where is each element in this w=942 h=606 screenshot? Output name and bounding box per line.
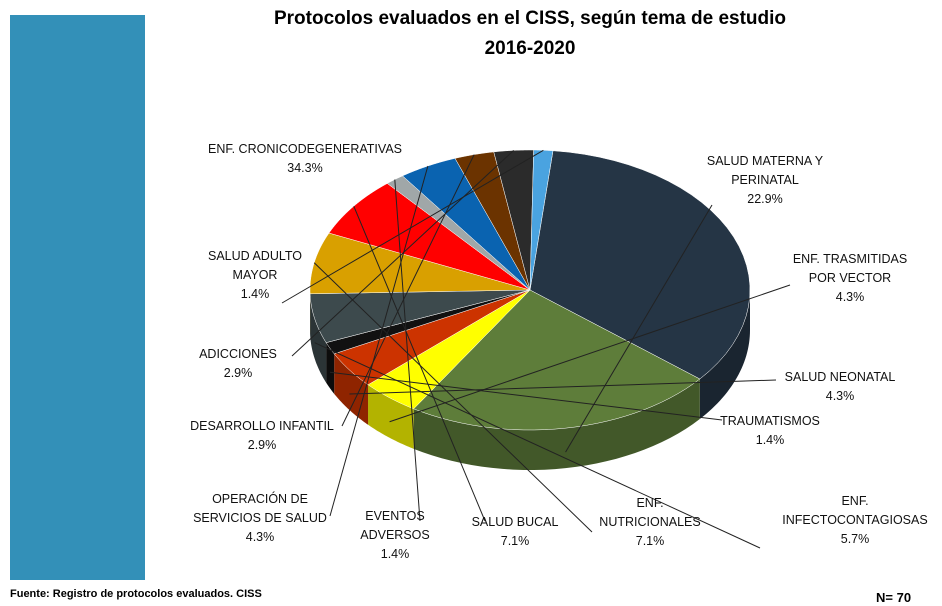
leader-line [394,179,421,522]
slice [402,158,531,291]
slice-side [413,379,700,470]
value-label: 22.9% [747,192,783,206]
value-label: 2.9% [223,366,253,380]
value-label: 1.4% [380,547,410,561]
leader-line [389,284,791,423]
value-label: 4.3% [825,389,855,403]
slice [386,175,531,291]
slice-label: ADICCIONES [199,347,277,361]
slice-label: EVENTOS ADVERSOS [360,509,430,542]
value-label: 1.4% [240,287,270,301]
slice-label: ENF. CRONICODEGENERATIVAS [207,142,402,156]
slice [367,289,531,410]
value-label: 4.3% [245,530,275,544]
slice [325,289,531,355]
value-label: 5.7% [840,532,870,546]
slice-label: ENF. TRASMITIDAS POR VECTOR [792,252,908,285]
slice [309,289,531,343]
value-label: 2.9% [247,438,277,452]
value-label: 34.3% [287,161,323,175]
source: Fuente: Registro de protocolos evaluados… [10,588,262,600]
leader-line [565,204,713,453]
leader-line [291,150,514,357]
slice [309,232,531,295]
slice-label: ENF. NUTRICIONALES [599,496,701,529]
slice-side [368,384,414,449]
slice-label: OPERACIÓN DE SERVICIOS DE SALUD [193,492,327,525]
leader-line [313,262,593,533]
chart-title: Protocolos evaluados en el CISS, según t… [273,8,787,29]
leader-line [281,149,544,304]
slice-side [699,290,750,420]
slice-label: ENF. INFECTOCONTAGIOSAS [782,494,928,527]
slice [413,289,701,431]
note: N= 70 [876,590,912,605]
chart-subtitle: 2016-2020 [484,38,576,59]
slice-label: SALUD BUCAL [471,515,559,529]
slice [333,289,531,386]
slice-label: SALUD MATERNA Y PERINATAL [706,154,824,187]
value-label: 4.3% [835,290,865,304]
leader-line [329,165,429,517]
side-band [10,15,145,580]
slice-label: TRAUMATISMOS [720,414,820,428]
value-label: 7.1% [500,534,530,548]
leader-line [341,154,475,427]
slice [529,150,751,380]
slice-label: DESARROLLO INFANTIL [190,419,334,433]
slice-label: SALUD ADULTO MAYOR [207,249,302,282]
slice [529,149,554,291]
slice-side [334,353,369,425]
value-label: 7.1% [635,534,665,548]
slice-label: SALUD NEONATAL [784,370,896,384]
slice-side [310,293,327,383]
leader-line [353,205,486,522]
value-label: 1.4% [755,433,785,447]
slice-side [326,342,335,394]
leader-line [314,342,761,549]
